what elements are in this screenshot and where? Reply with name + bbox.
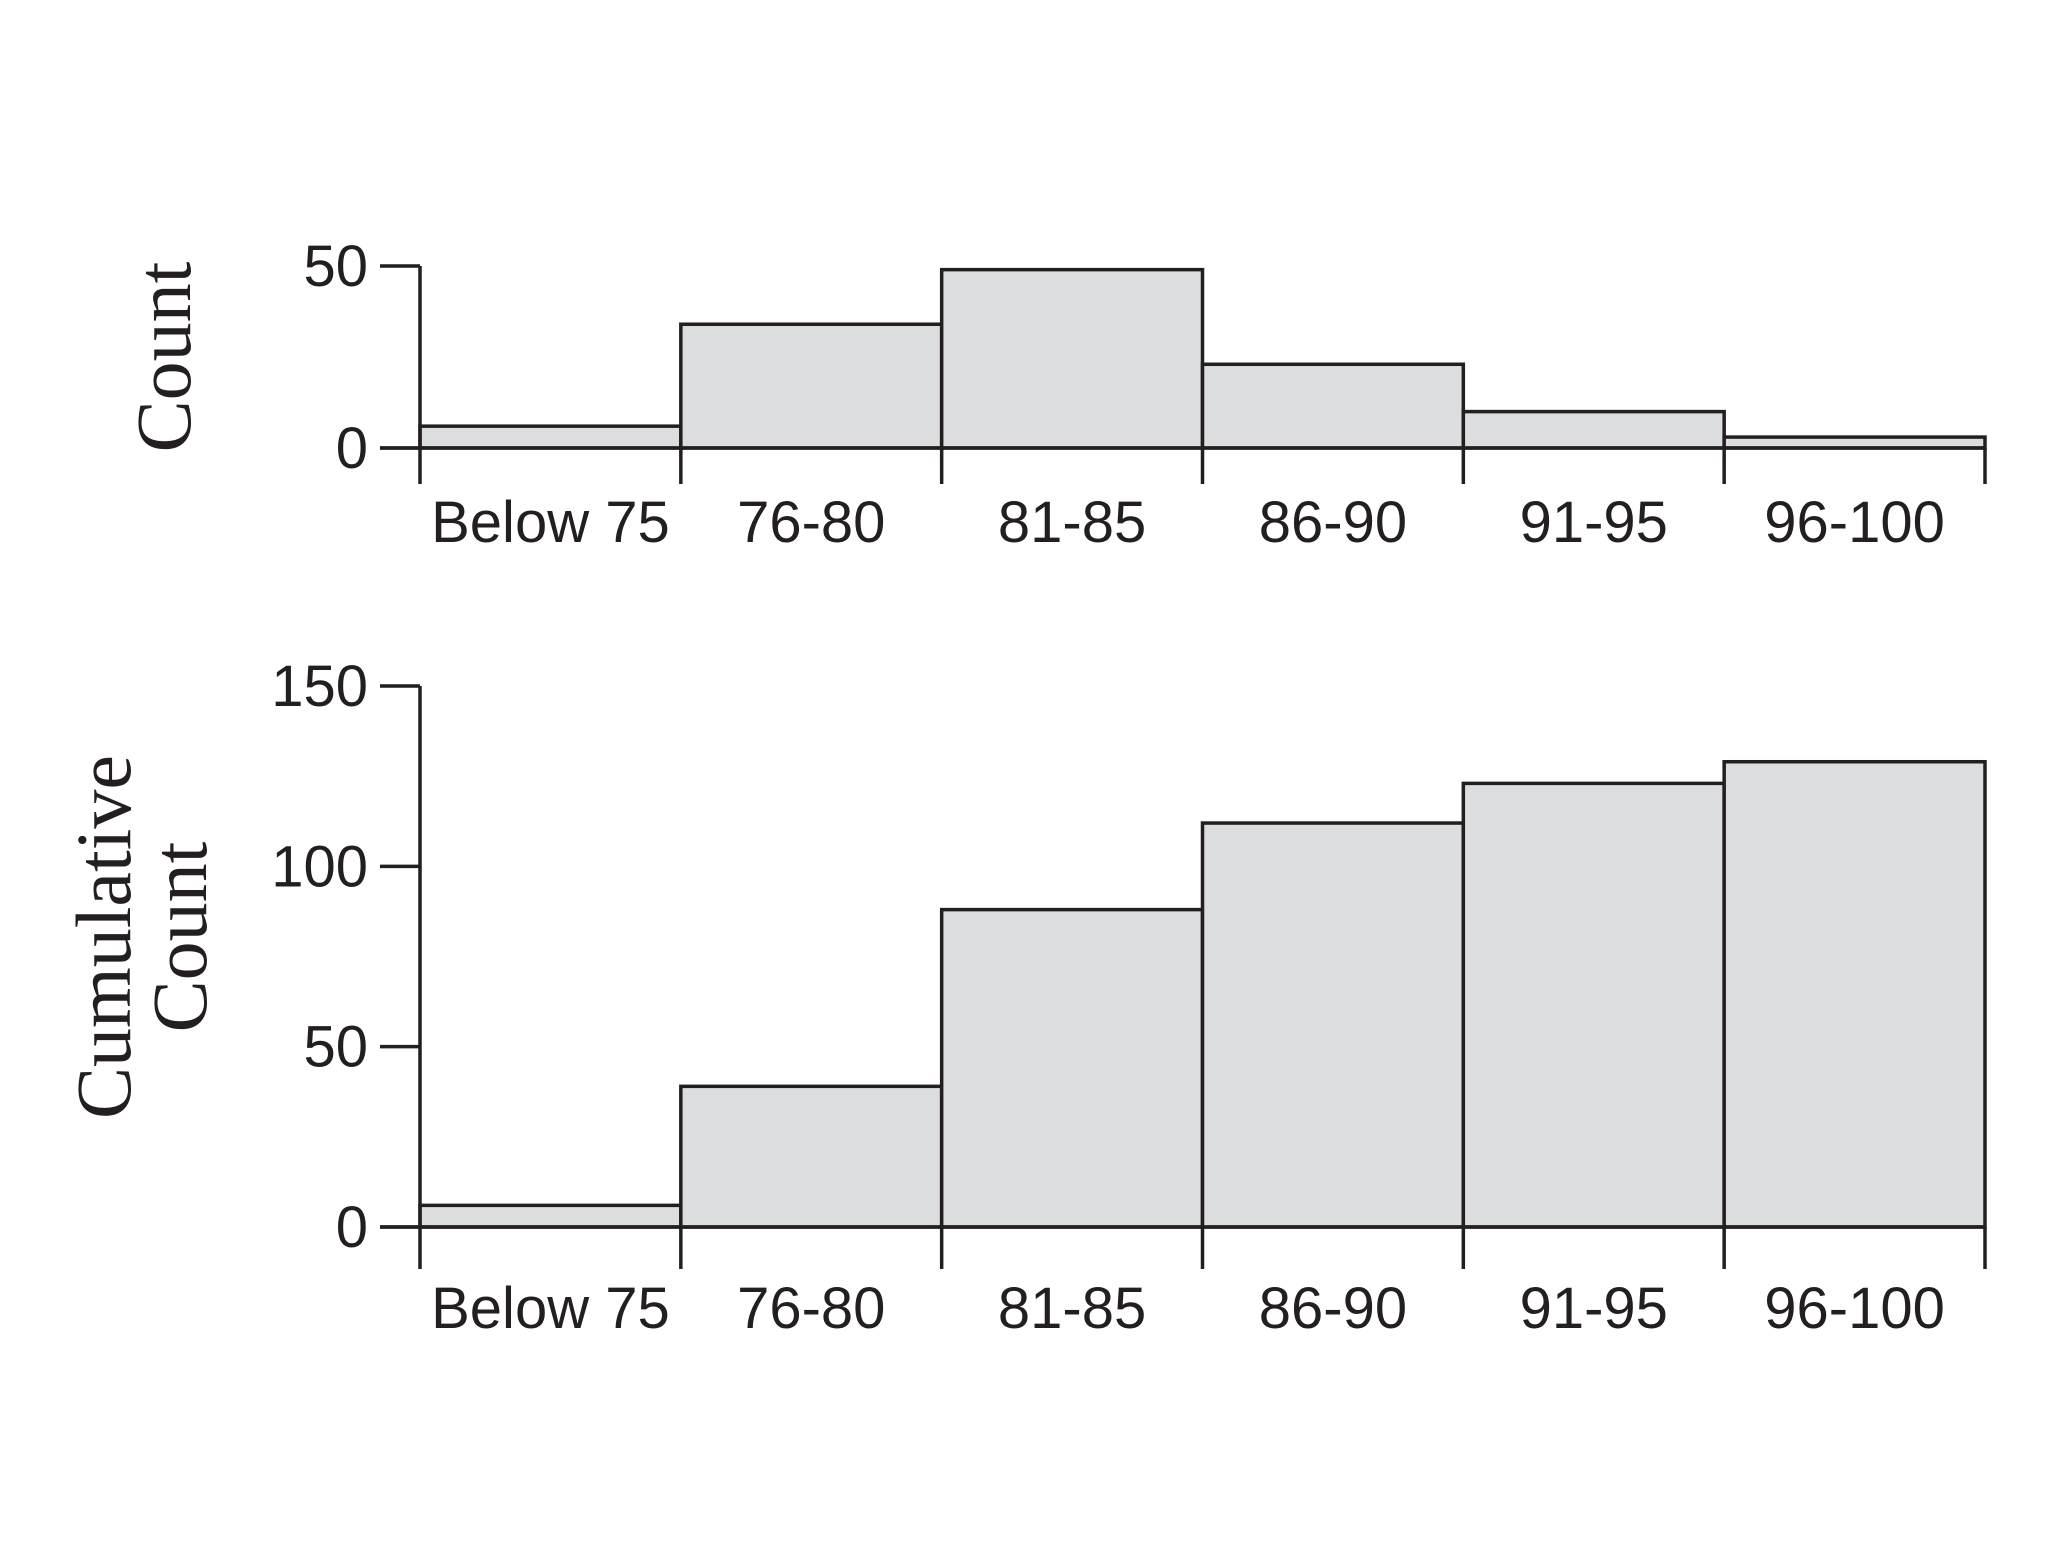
bar-86-90	[1200, 362, 1466, 450]
x-category-label-86-90: 86-90	[1259, 1276, 1407, 1341]
bar-91-95	[1461, 781, 1726, 1229]
bar-91-95	[1461, 409, 1726, 450]
bar-76-80	[679, 322, 944, 450]
x-category-label-76-80: 76-80	[737, 1276, 885, 1341]
chart-panel-2: 0 50 100 150 Below 75 76-80 81-85 86-90 91-95 96-…	[60, 654, 1987, 1341]
y-tick-label-50: 50	[303, 1015, 368, 1080]
y-tick-label-150: 150	[271, 654, 368, 719]
x-category-label-86-90: 86-90	[1259, 490, 1407, 555]
y-tick-label-50: 50	[303, 234, 368, 299]
x-category-label-76-80: 76-80	[737, 490, 885, 555]
bar-81-85	[939, 267, 1205, 450]
x-category-label-96-100: 96-100	[1764, 1276, 1945, 1341]
x-category-label-81-85: 81-85	[998, 1276, 1146, 1341]
x-category-label-91-95: 91-95	[1520, 1276, 1668, 1341]
y-axis-title-line-1: Cumulative	[60, 755, 147, 1119]
bar-76-80	[679, 1084, 944, 1229]
x-category-label-96-100: 96-100	[1764, 490, 1945, 555]
y-axis-title: Count	[120, 261, 207, 452]
bar-81-85	[939, 907, 1205, 1229]
x-category-label-81-85: 81-85	[998, 490, 1146, 555]
bar-below-75	[418, 424, 683, 450]
chart-panel-1: 0 50 Below 75 76-80 81-85 86-90 91-95 96-100 Cou…	[120, 234, 1987, 555]
y-axis-title-line-2: Count	[136, 841, 223, 1032]
bar-86-90	[1200, 821, 1466, 1229]
y-axis-title: CumulativeCount	[60, 755, 223, 1119]
y-tick-label-100: 100	[271, 834, 368, 899]
y-tick-label-0: 0	[336, 1195, 368, 1260]
x-category-label-below-75: Below 75	[431, 490, 670, 555]
y-tick-label-0: 0	[336, 416, 368, 481]
x-category-label-91-95: 91-95	[1520, 490, 1668, 555]
bar-96-100	[1722, 759, 1987, 1229]
bar-below-75	[418, 1203, 683, 1229]
x-category-label-below-75: Below 75	[431, 1276, 670, 1341]
